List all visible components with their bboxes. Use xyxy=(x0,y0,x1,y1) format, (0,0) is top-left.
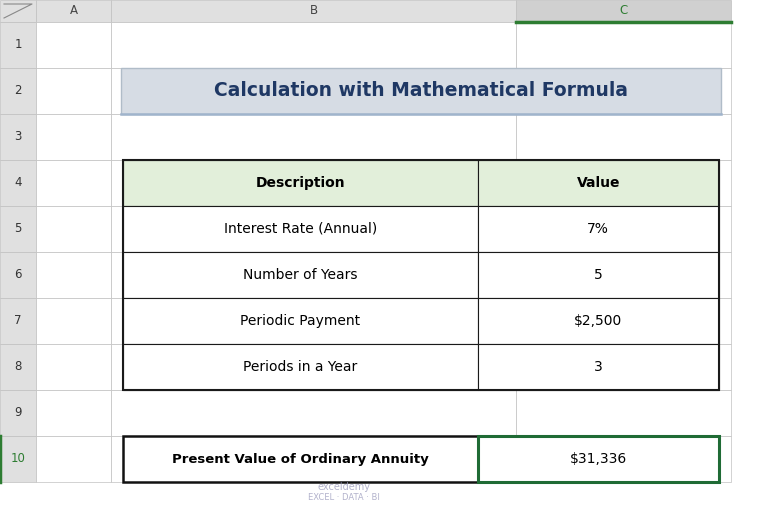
Bar xyxy=(516,298,731,344)
Text: 7: 7 xyxy=(15,315,22,328)
Bar xyxy=(478,206,719,252)
Text: 5: 5 xyxy=(15,222,22,235)
Text: 4: 4 xyxy=(15,177,22,190)
Bar xyxy=(123,206,478,252)
Text: 3: 3 xyxy=(594,360,603,374)
Text: Value: Value xyxy=(577,176,620,190)
Bar xyxy=(36,0,111,22)
Bar xyxy=(111,0,516,22)
Bar xyxy=(36,68,111,114)
Bar xyxy=(0,298,36,344)
Bar xyxy=(0,160,36,206)
Bar xyxy=(123,436,478,482)
Text: 3: 3 xyxy=(15,130,22,144)
Bar xyxy=(516,22,731,68)
Bar xyxy=(111,160,516,206)
Text: Number of Years: Number of Years xyxy=(243,268,358,282)
Bar xyxy=(478,160,719,206)
Text: exceldemy: exceldemy xyxy=(317,482,370,492)
Bar xyxy=(36,252,111,298)
Bar xyxy=(516,252,731,298)
Text: 6: 6 xyxy=(15,268,22,282)
Bar xyxy=(516,114,731,160)
Bar xyxy=(36,160,111,206)
Bar xyxy=(0,344,36,390)
Text: C: C xyxy=(619,5,627,18)
Bar xyxy=(478,344,719,390)
Text: B: B xyxy=(310,5,317,18)
Bar xyxy=(516,344,731,390)
Text: 10: 10 xyxy=(11,453,25,466)
Bar xyxy=(478,298,719,344)
Bar xyxy=(36,114,111,160)
Bar xyxy=(0,436,36,482)
Text: 8: 8 xyxy=(15,360,22,373)
Bar xyxy=(0,114,36,160)
Bar xyxy=(0,206,36,252)
Bar xyxy=(0,68,36,114)
Bar xyxy=(36,390,111,436)
Text: 5: 5 xyxy=(594,268,603,282)
Bar xyxy=(516,436,731,482)
Bar xyxy=(111,344,516,390)
Bar xyxy=(111,390,516,436)
Bar xyxy=(36,22,111,68)
Bar xyxy=(0,390,36,436)
Bar xyxy=(516,68,731,114)
Bar xyxy=(0,22,36,68)
Bar xyxy=(123,160,478,206)
Text: 9: 9 xyxy=(15,406,22,420)
Bar xyxy=(123,344,478,390)
Bar xyxy=(478,436,719,482)
Bar xyxy=(111,22,516,68)
Text: $2,500: $2,500 xyxy=(574,314,622,328)
Text: EXCEL · DATA · BI: EXCEL · DATA · BI xyxy=(307,493,379,503)
Bar xyxy=(111,114,516,160)
Bar xyxy=(0,0,36,22)
Bar xyxy=(111,252,516,298)
Bar xyxy=(111,206,516,252)
Text: 7%: 7% xyxy=(588,222,609,236)
Text: 1: 1 xyxy=(15,39,22,52)
Bar xyxy=(516,0,731,22)
Text: Description: Description xyxy=(256,176,345,190)
Text: Periodic Payment: Periodic Payment xyxy=(240,314,360,328)
Text: Calculation with Mathematical Formula: Calculation with Mathematical Formula xyxy=(214,81,628,100)
Bar xyxy=(123,252,478,298)
Text: Interest Rate (Annual): Interest Rate (Annual) xyxy=(223,222,377,236)
Bar xyxy=(123,160,719,390)
Bar xyxy=(0,252,36,298)
Bar xyxy=(36,436,111,482)
Bar xyxy=(36,298,111,344)
Bar xyxy=(516,206,731,252)
Bar xyxy=(111,436,516,482)
Bar xyxy=(111,68,516,114)
Bar xyxy=(121,68,721,114)
Bar xyxy=(36,206,111,252)
Bar xyxy=(478,252,719,298)
Bar xyxy=(111,298,516,344)
Text: Periods in a Year: Periods in a Year xyxy=(243,360,357,374)
Text: A: A xyxy=(69,5,78,18)
Text: $31,336: $31,336 xyxy=(570,452,627,466)
Bar xyxy=(123,298,478,344)
Bar xyxy=(516,160,731,206)
Text: 2: 2 xyxy=(15,84,22,97)
Text: Present Value of Ordinary Annuity: Present Value of Ordinary Annuity xyxy=(172,453,429,466)
Bar xyxy=(516,390,731,436)
Bar xyxy=(36,344,111,390)
